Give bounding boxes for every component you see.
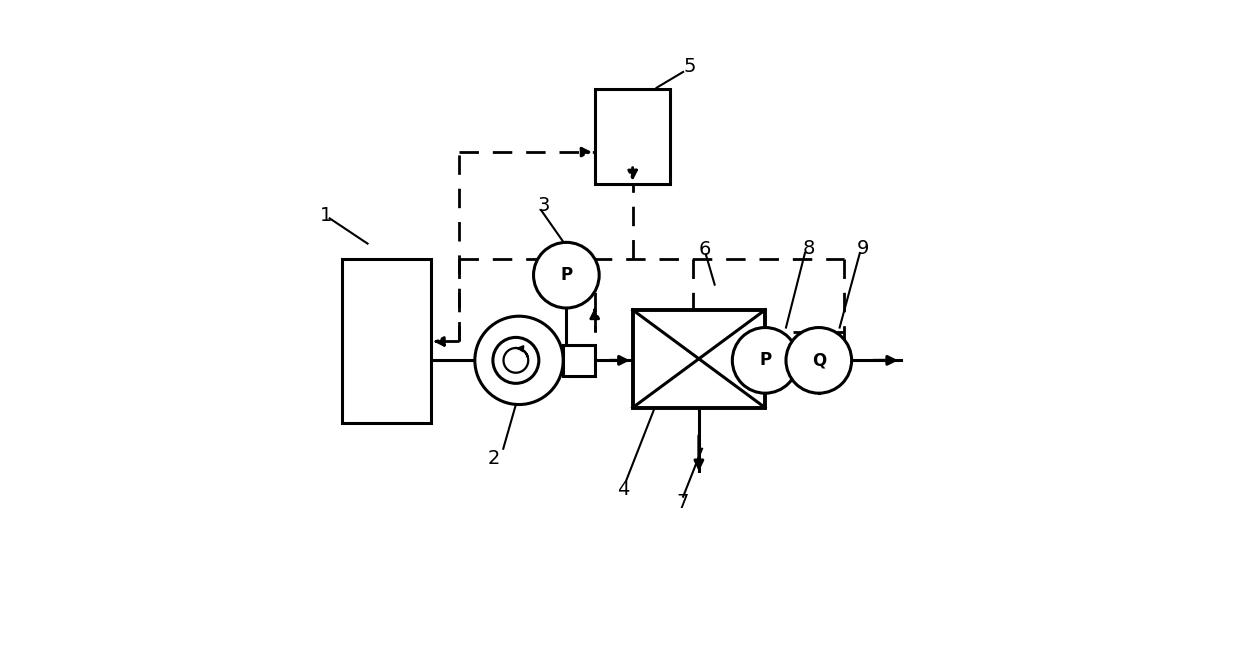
Bar	[595, 89, 671, 184]
Text: 7: 7	[677, 493, 689, 512]
Text: 3: 3	[538, 196, 551, 215]
Text: 6: 6	[699, 241, 712, 259]
Text: P: P	[560, 266, 573, 284]
Bar	[342, 259, 430, 424]
Text: 5: 5	[683, 57, 696, 76]
Text: P: P	[759, 352, 771, 370]
Bar	[563, 344, 595, 376]
Bar	[632, 310, 765, 408]
Circle shape	[533, 243, 599, 308]
Text: 4: 4	[616, 481, 629, 499]
Text: 9: 9	[857, 239, 869, 258]
Text: 1: 1	[320, 206, 332, 224]
Circle shape	[786, 328, 852, 393]
Text: 8: 8	[804, 239, 816, 258]
Circle shape	[475, 316, 563, 404]
Circle shape	[733, 328, 799, 393]
Circle shape	[492, 337, 539, 383]
Text: 2: 2	[487, 449, 500, 468]
Text: Q: Q	[812, 352, 826, 370]
